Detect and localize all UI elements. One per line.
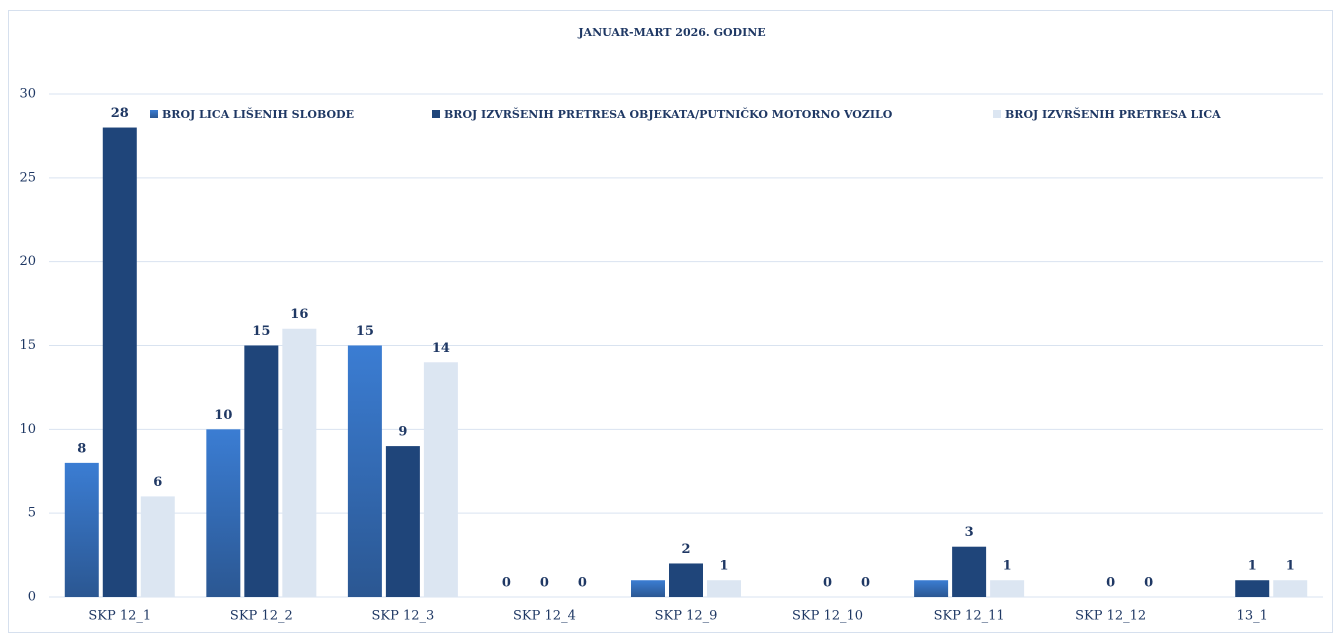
y-tick-label: 30 (19, 87, 36, 102)
data-label: 1 (1248, 559, 1257, 574)
x-tick-label: SKP 12_2 (230, 609, 293, 624)
bar (1235, 580, 1270, 597)
data-label: 0 (1144, 576, 1153, 591)
x-tick-label: SKP 12_11 (934, 609, 1005, 624)
legend-label: BROJ LICA LIŠENIH SLOBODE (162, 107, 354, 121)
y-tick-label: 15 (19, 338, 36, 353)
bar (244, 345, 279, 597)
y-tick-label: 25 (19, 170, 36, 185)
legend-swatch (993, 110, 1001, 118)
bar (140, 496, 175, 597)
data-label: 0 (823, 576, 832, 591)
data-label: 9 (398, 425, 407, 440)
bar (669, 563, 703, 597)
data-label: 15 (356, 324, 374, 339)
x-tick-label: SKP 12_12 (1075, 609, 1146, 624)
data-label: 1 (719, 559, 728, 574)
x-tick-label: 13_1 (1237, 609, 1268, 624)
x-tick-label: SKP 12_9 (655, 609, 718, 624)
y-tick-label: 5 (28, 506, 36, 521)
bar (631, 580, 665, 597)
data-label: 1 (1286, 559, 1295, 574)
bar (385, 446, 420, 597)
data-label: 0 (861, 576, 870, 591)
bar (423, 362, 458, 597)
data-label: 16 (290, 307, 308, 322)
data-label: 0 (502, 576, 511, 591)
data-label: 14 (432, 341, 450, 356)
legend-label: BROJ IZVRŠENIH PRETRESA OBJEKATA/PUTNIČK… (444, 107, 893, 121)
data-label: 0 (540, 576, 549, 591)
y-tick-label: 0 (28, 590, 36, 605)
data-label: 2 (681, 542, 690, 557)
bar (707, 580, 741, 597)
legend-swatch (432, 110, 440, 118)
x-tick-label: SKP 12_10 (792, 609, 863, 624)
x-tick-label: SKP 12_4 (513, 609, 576, 624)
bar (206, 429, 241, 597)
data-label: 1 (1003, 559, 1012, 574)
legend-label: BROJ IZVRŠENIH PRETRESA LICA (1005, 107, 1221, 121)
bar (282, 328, 317, 597)
data-label: 8 (77, 441, 86, 456)
x-tick-label: SKP 12_3 (371, 609, 434, 624)
data-label: 3 (965, 525, 974, 540)
x-tick-label: SKP 12_1 (88, 609, 151, 624)
y-tick-label: 10 (19, 422, 36, 437)
chart-title: JANUAR-MART 2026. GODINE (577, 26, 765, 39)
data-label: 6 (153, 475, 162, 490)
data-label: 0 (1106, 576, 1115, 591)
data-label: 0 (578, 576, 587, 591)
data-label: 10 (214, 408, 232, 423)
bar (952, 546, 987, 597)
bar (1273, 580, 1308, 597)
bar (64, 462, 99, 597)
bar (914, 580, 949, 597)
bar (990, 580, 1025, 597)
data-label: 15 (252, 324, 270, 339)
bar (102, 127, 137, 598)
y-tick-label: 20 (19, 254, 36, 269)
data-label: 28 (111, 106, 129, 121)
bar (347, 345, 382, 597)
legend-swatch (150, 110, 158, 118)
